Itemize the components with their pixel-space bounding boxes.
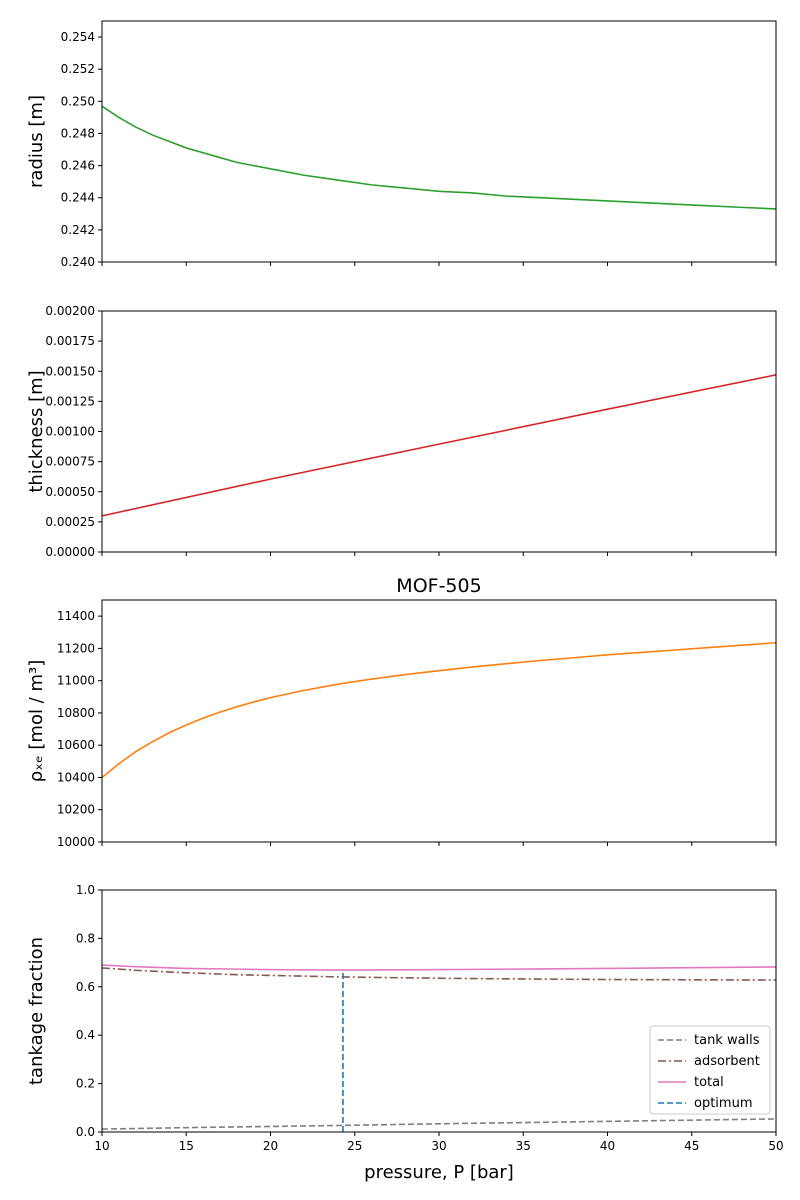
y-tick-label: 0.6 [76, 980, 95, 994]
y-tick-label: 0.00175 [45, 334, 95, 348]
y-tick-label: 11000 [57, 674, 95, 688]
legend-label-tank-walls: tank walls [694, 1033, 760, 1048]
chart-panel-3: 10000 10200 10400 10600 10800 11000 11200 11400… [26, 575, 777, 849]
y-tick-label: 0.8 [76, 931, 95, 945]
y-tick-label: 0.00050 [45, 485, 95, 499]
y-tick-label: 0.254 [61, 30, 95, 44]
chart-panel-1: 0.240 0.242 0.244 0.246 0.248 0.250 0.252 0.254… [26, 20, 777, 269]
y-tick-label: 0.246 [61, 159, 95, 173]
series-line-1-1 [101, 105, 777, 210]
y-tick-label: 0.00200 [45, 304, 95, 318]
y-axis-label: ρₓₑ [mol / m³] [26, 660, 47, 783]
series-line-2-1 [101, 374, 777, 517]
x-tick-label: 35 [516, 1139, 531, 1153]
y-tick-label: 10000 [57, 835, 95, 849]
x-tick-label: 30 [431, 1139, 446, 1153]
y-tick-label: 0.4 [76, 1028, 95, 1042]
x-tick-label: 10 [94, 1139, 109, 1153]
y-tick-label: 0.00100 [45, 425, 95, 439]
axes-frame [101, 20, 777, 263]
y-tick-label: 0.250 [61, 94, 95, 108]
x-tick-label: 15 [179, 1139, 194, 1153]
y-tick-label: 0.244 [61, 191, 95, 205]
x-tick-label: 50 [768, 1139, 783, 1153]
y-tick-label: 0.00075 [45, 455, 95, 469]
series-line-3-1 [101, 641, 777, 779]
x-tick-label: 45 [684, 1139, 699, 1153]
legend-label-optimum: optimum [694, 1096, 752, 1111]
x-tick-label: 25 [347, 1139, 362, 1153]
legend-label-adsorbent: adsorbent [694, 1054, 760, 1069]
axes-frame [101, 599, 777, 843]
y-axis-label: tankage fraction [26, 937, 47, 1085]
x-tick-label: 20 [263, 1139, 278, 1153]
y-axis-label: thickness [m] [26, 370, 47, 492]
y-tick-label: 10600 [57, 738, 95, 752]
y-tick-label: 0.00025 [45, 515, 95, 529]
y-tick-label: 0.240 [61, 255, 95, 269]
x-tick-label: 40 [600, 1139, 615, 1153]
y-axis-label: radius [m] [26, 95, 47, 188]
y-tick-label: 0.0 [76, 1125, 95, 1139]
y-tick-label: 0.00125 [45, 394, 95, 408]
series-line-tank-walls [101, 1118, 777, 1130]
y-tick-label: 0.2 [76, 1077, 95, 1091]
y-tick-label: 10400 [57, 770, 95, 784]
series-line-adsorbent [101, 967, 777, 981]
y-tick-label: 0.248 [61, 126, 95, 140]
legend-box [649, 1025, 771, 1115]
y-tick-label: 10800 [57, 706, 95, 720]
y-tick-label: 11400 [57, 609, 95, 623]
chart-title: MOF-505 [396, 575, 481, 597]
chart-panel-4: 0.0 0.2 0.4 0.6 0.8 1.0 10 15 20 25 30 35 40 45 50 tank… [26, 883, 784, 1183]
y-tick-label: 11200 [57, 641, 95, 655]
y-tick-label: 1.0 [76, 883, 95, 897]
legend-label-total: total [694, 1075, 724, 1090]
x-axis-label: pressure, P [bar] [364, 1162, 514, 1183]
y-tick-label: 0.252 [61, 62, 95, 76]
y-tick-label: 0.00000 [45, 545, 95, 559]
y-tick-label: 0.00150 [45, 364, 95, 378]
series-line-total [101, 964, 777, 971]
axes-frame [101, 310, 777, 553]
y-tick-label: 10200 [57, 803, 95, 817]
chart-panel-2: 0.00000 0.00025 0.00050 0.00075 0.00100 0.001… [26, 304, 777, 559]
y-tick-label: 0.242 [61, 223, 95, 237]
legend: tank walls adsorbent total optimum [649, 1025, 771, 1115]
